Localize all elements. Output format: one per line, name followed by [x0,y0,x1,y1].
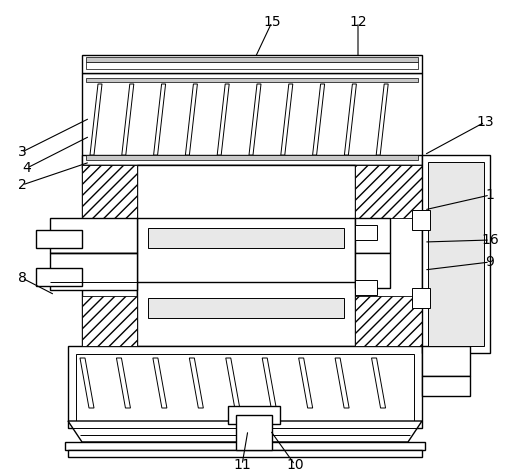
Polygon shape [376,84,388,155]
Polygon shape [355,165,422,218]
Polygon shape [185,84,197,155]
Text: 12: 12 [349,15,367,29]
Text: 2: 2 [18,178,26,192]
Bar [50,253,137,290]
Bar [36,268,82,286]
Text: 1: 1 [486,188,495,202]
Polygon shape [335,358,349,408]
Bar [355,225,377,240]
Bar [82,155,422,165]
Polygon shape [117,358,130,408]
Polygon shape [299,358,313,408]
Text: 8: 8 [17,271,26,285]
Bar [86,62,418,69]
Polygon shape [153,358,167,408]
Polygon shape [82,165,137,218]
Bar [355,218,390,253]
Text: 3: 3 [18,145,26,159]
Polygon shape [68,421,422,442]
Bar [236,415,272,450]
Bar [82,55,422,73]
Text: 16: 16 [481,233,499,247]
Text: 4: 4 [23,161,32,175]
Bar [412,288,430,308]
Bar [86,78,418,82]
Polygon shape [82,296,137,346]
Bar [137,165,355,346]
Bar [228,406,280,424]
Polygon shape [281,84,293,155]
Bar [148,298,344,318]
Bar [355,253,390,288]
Bar [68,450,422,457]
Bar [422,155,490,353]
Polygon shape [372,358,385,408]
Polygon shape [217,84,229,155]
Bar [76,354,414,424]
Bar [355,280,377,295]
Polygon shape [90,84,102,155]
Text: 11: 11 [233,458,251,472]
Polygon shape [122,84,134,155]
Bar [422,346,470,376]
Polygon shape [355,296,422,346]
Polygon shape [344,84,356,155]
Bar [50,218,137,253]
Bar [82,73,422,168]
Bar [68,346,422,428]
Bar [412,210,430,230]
Bar [428,162,484,346]
Bar [36,230,82,248]
Bar [137,218,355,346]
Polygon shape [80,358,94,408]
Bar [82,165,422,346]
Bar [422,376,470,396]
Polygon shape [154,84,165,155]
Bar [86,155,418,160]
Polygon shape [190,358,203,408]
Polygon shape [312,84,324,155]
Text: 9: 9 [486,255,495,269]
Bar [65,442,425,450]
Bar [148,228,344,248]
Text: 13: 13 [476,115,494,129]
Text: 10: 10 [286,458,304,472]
Text: 15: 15 [263,15,281,29]
Polygon shape [262,358,276,408]
Polygon shape [249,84,261,155]
Bar [86,57,418,62]
Polygon shape [226,358,240,408]
